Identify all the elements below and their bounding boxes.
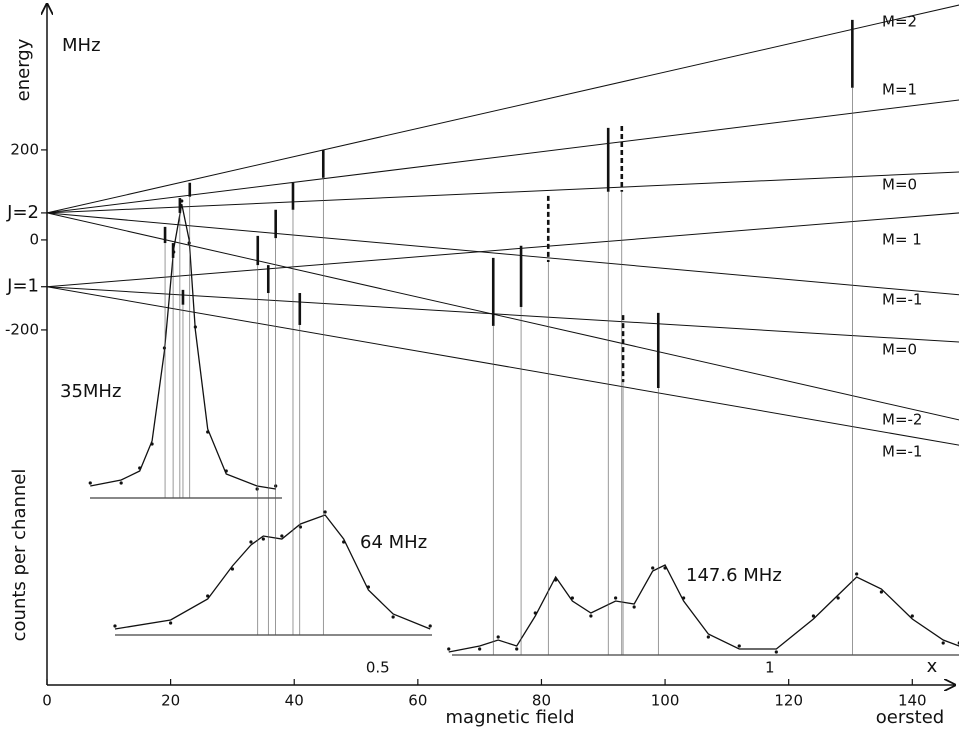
- count-point: [298, 525, 303, 529]
- level-name: M=-2: [882, 411, 922, 429]
- y-tick-label: -200: [5, 320, 39, 338]
- count-point: [261, 537, 265, 541]
- spectrum: [114, 514, 431, 630]
- level-label: J=1: [6, 276, 39, 297]
- count-point: [249, 540, 253, 544]
- count-point: [663, 566, 667, 570]
- count-point: [614, 596, 618, 600]
- count-point: [323, 510, 327, 514]
- y-unit: MHz: [62, 35, 101, 56]
- count-point: [910, 614, 914, 618]
- energy-level: [46, 4, 959, 214]
- count-point: [342, 540, 346, 544]
- spectrum-name: 35MHz: [60, 381, 121, 402]
- count-point: [570, 596, 574, 600]
- count-point: [206, 430, 210, 434]
- level-name: M=-1: [882, 443, 922, 461]
- level-name: M= 1: [882, 231, 922, 249]
- count-point: [682, 596, 686, 600]
- count-point: [447, 647, 451, 651]
- x-tick-label: 0: [42, 692, 52, 710]
- count-point: [428, 624, 432, 628]
- count-point: [774, 650, 778, 654]
- x-tick-label: 20: [161, 692, 180, 710]
- count-point: [589, 614, 593, 618]
- x2-tick-label: 0.5: [366, 659, 390, 677]
- x-tick-label: 100: [651, 692, 680, 710]
- count-point: [706, 635, 710, 639]
- x-tick-label: 40: [285, 692, 304, 710]
- y-tick-label: 200: [10, 140, 39, 158]
- count-point: [533, 611, 537, 615]
- level-label: J=2: [6, 202, 39, 223]
- count-point: [119, 481, 123, 485]
- spectrum: [90, 203, 276, 490]
- count-point: [836, 596, 840, 600]
- count-point: [879, 590, 883, 594]
- energy-level: [46, 99, 959, 214]
- x-unit: oersted: [876, 707, 944, 728]
- count-point: [138, 466, 142, 470]
- count-point: [280, 534, 284, 538]
- count-point: [113, 624, 117, 628]
- count-point: [496, 635, 500, 639]
- count-point: [187, 241, 191, 245]
- x-tick-label: 60: [408, 692, 427, 710]
- level-name: M=0: [882, 176, 917, 194]
- spectrum: [448, 564, 959, 653]
- count-point: [162, 346, 167, 350]
- y-tick-label: 0: [29, 230, 39, 248]
- spectrum-name: 147.6 MHz: [686, 565, 782, 586]
- energy-level: [46, 212, 959, 288]
- energy-level: [46, 286, 959, 446]
- y-label: energy: [13, 38, 34, 101]
- count-point: [941, 641, 945, 645]
- count-point: [366, 585, 370, 589]
- x2-tick-label: 1: [765, 659, 775, 677]
- level-name: M=-1: [882, 291, 922, 309]
- count-point: [193, 325, 197, 329]
- level-name: M=1: [882, 81, 917, 99]
- count-point: [632, 605, 636, 609]
- count-point: [230, 567, 235, 571]
- energy-level: [46, 212, 959, 421]
- count-point: [651, 566, 655, 570]
- x2-label: x: [927, 656, 938, 677]
- count-point: [224, 469, 228, 473]
- count-point: [515, 647, 519, 651]
- count-point: [855, 572, 859, 576]
- count-point: [88, 481, 92, 485]
- x-label: magnetic field: [446, 707, 575, 728]
- counts-label: counts per channel: [9, 469, 30, 642]
- x-tick-label: 140: [898, 692, 927, 710]
- count-point: [150, 442, 154, 446]
- energy-level: [46, 171, 959, 214]
- count-point: [737, 644, 741, 648]
- x-tick-label: 80: [532, 692, 551, 710]
- count-point: [478, 647, 482, 651]
- count-point: [554, 578, 558, 582]
- energy-level: [46, 286, 959, 343]
- count-point: [206, 594, 210, 598]
- count-point: [811, 614, 816, 618]
- count-point: [169, 621, 173, 625]
- x-tick-label: 120: [774, 692, 803, 710]
- energy-level: [46, 212, 959, 296]
- count-point: [255, 487, 259, 491]
- spectrum-name: 64 MHz: [360, 532, 427, 553]
- level-name: M=2: [882, 13, 917, 31]
- count-point: [391, 615, 395, 619]
- level-name: M=0: [882, 341, 917, 359]
